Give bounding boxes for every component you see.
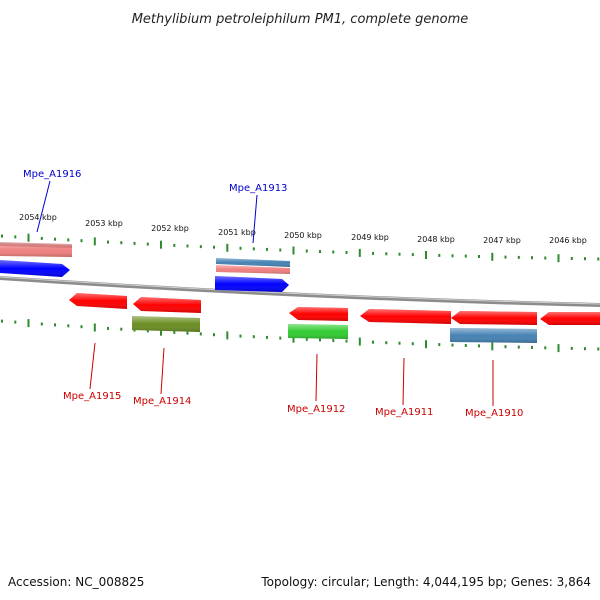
gene-red-reverse-right[interactable] [540,312,600,325]
scale-label-2050: 2050 kbp [284,231,322,240]
genome-backbone [0,276,600,307]
genome-backbone-highlight [0,276,600,305]
gene-green-reverse[interactable] [288,324,348,339]
scale-ticks-upper [1,233,600,263]
gene-label-mpe-a1911[interactable]: Mpe_A1911 [375,407,433,418]
gene-label-mpe-a1913[interactable]: Mpe_A1913 [229,183,287,194]
gene-blue-forward-middle[interactable] [215,276,289,292]
gene-label-mpe-a1912[interactable]: Mpe_A1912 [287,404,345,415]
label-leader-lines [36,180,494,406]
scale-label-2048: 2048 kbp [417,235,455,244]
gene-pink-upper-left[interactable] [0,242,72,257]
gene-steelblue-upper[interactable] [216,258,290,267]
gene-mpe-a1911[interactable] [360,309,451,324]
scale-label-2046: 2046 kbp [549,236,587,245]
gene-mpe-a1915[interactable] [69,293,127,309]
scale-label-2054: 2054 kbp [19,213,57,222]
reverse-strand-genes [69,293,600,343]
gene-labels: Mpe_A1916 Mpe_A1913 Mpe_A1915 Mpe_A1914 … [23,169,523,419]
scale-label-2053: 2053 kbp [85,219,123,228]
gene-label-mpe-a1910[interactable]: Mpe_A1910 [465,408,523,419]
forward-strand-genes [0,242,290,292]
gene-mpe-a1913[interactable] [216,265,290,274]
scale-label-2052: 2052 kbp [151,224,189,233]
gene-label-mpe-a1915[interactable]: Mpe_A1915 [63,391,121,402]
scale-label-2051: 2051 kbp [218,228,256,237]
scale-labels: 2054 kbp 2053 kbp 2052 kbp 2051 kbp 2050… [19,213,587,245]
gene-label-mpe-a1916[interactable]: Mpe_A1916 [23,169,81,180]
gene-mpe-a1916[interactable] [0,260,70,277]
gene-steelblue-reverse[interactable] [450,328,537,343]
scale-label-2047: 2047 kbp [483,236,521,245]
accession-text: Accession: NC_008825 [8,575,144,589]
genome-summary-text: Topology: circular; Length: 4,044,195 bp… [260,575,591,589]
gene-olive-reverse[interactable] [132,316,200,332]
gene-mpe-a1914[interactable] [133,297,201,313]
gene-mpe-a1910[interactable] [451,311,537,325]
gene-label-mpe-a1914[interactable]: Mpe_A1914 [133,396,191,407]
map-title: Methylibium petroleiphilum PM1, complete… [132,12,469,27]
scale-label-2049: 2049 kbp [351,233,389,242]
gene-mpe-a1912[interactable] [289,307,348,321]
